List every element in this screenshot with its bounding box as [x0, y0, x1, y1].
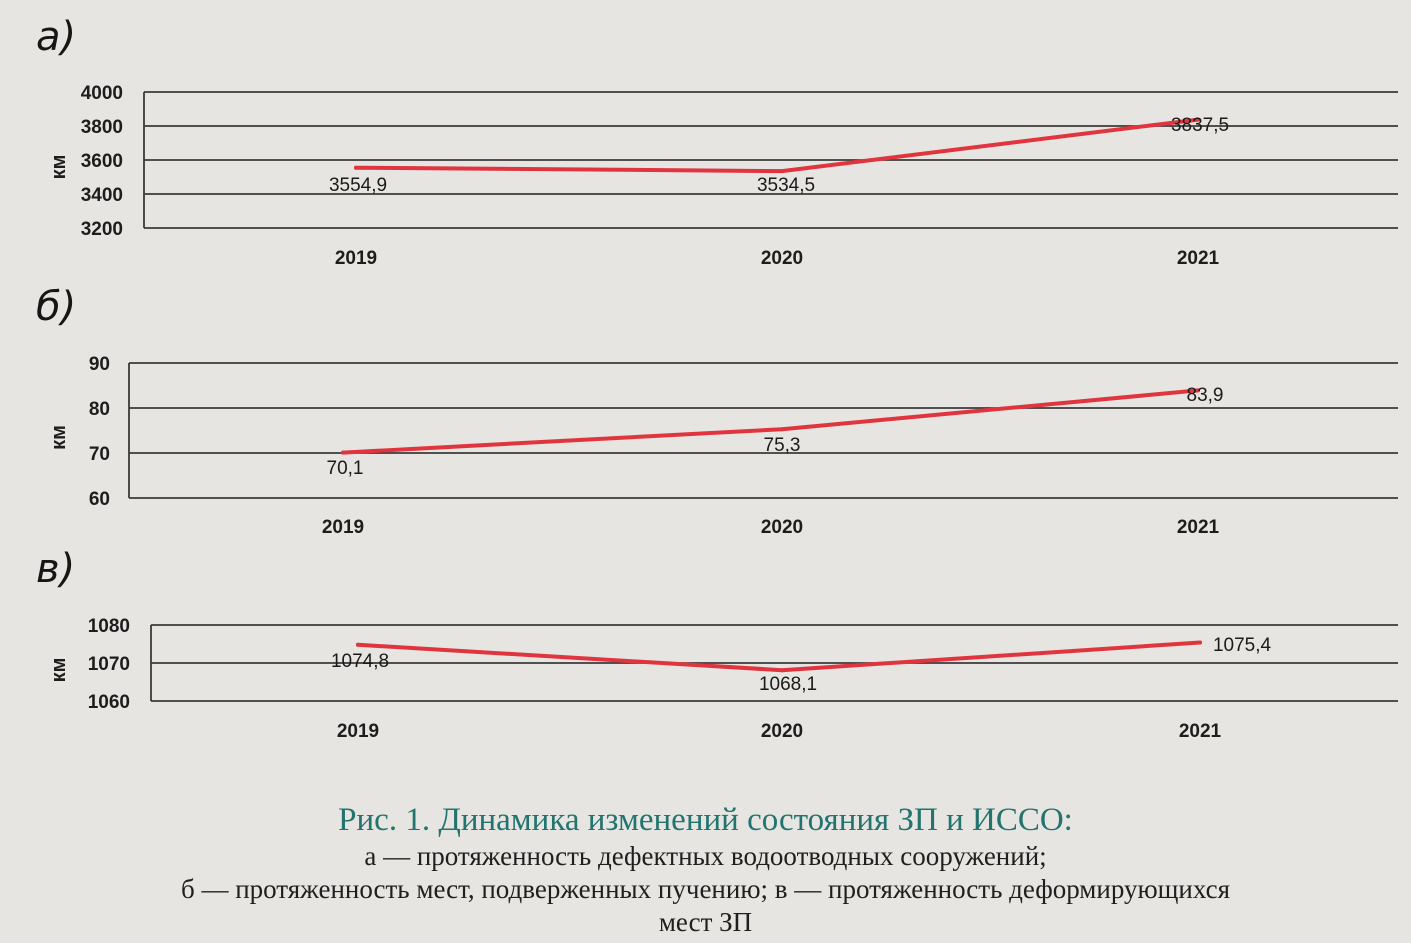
- data-point: [780, 668, 784, 673]
- panel-letter: б): [36, 284, 76, 330]
- x-tick-label: 2021: [1179, 721, 1222, 742]
- data-label: 83,9: [1187, 385, 1224, 406]
- panel-letter: в): [36, 546, 75, 592]
- data-point: [1198, 640, 1202, 645]
- x-tick-label: 2021: [1177, 517, 1220, 538]
- caption-line-a: а — протяженность дефектных водоотводных…: [364, 841, 1047, 871]
- chart-panel-1: а) 4000 3800 3600 3400 3200 км 2019 3554,9 2020 35…: [36, 14, 1398, 269]
- data-label: 3534,5: [757, 175, 815, 196]
- y-axis-label: км: [48, 658, 70, 683]
- chart-panel-2: б) 90 80 70 60 км 2019 70,1 2020 75,3 2021 83,9: [36, 284, 1398, 538]
- y-tick-label: 3200: [81, 219, 123, 240]
- y-tick-label: 3400: [81, 185, 123, 206]
- data-point: [341, 450, 345, 455]
- y-tick-label: 1060: [88, 692, 130, 713]
- panel-letter: а): [36, 14, 76, 60]
- data-label: 3554,9: [329, 175, 387, 196]
- data-label: 1074,8: [331, 651, 389, 672]
- caption-line-b-c: б — протяженность мест, подверженных пуч…: [180, 874, 1231, 904]
- y-tick-label: 90: [89, 354, 110, 375]
- series-line: [356, 640, 1202, 673]
- data-label: 1075,4: [1213, 635, 1272, 656]
- data-label: 1068,1: [759, 674, 817, 695]
- data-point: [780, 169, 784, 174]
- y-tick-label: 3600: [81, 151, 123, 172]
- data-point: [1196, 117, 1200, 122]
- y-tick-label: 4000: [81, 83, 123, 104]
- series-line: [354, 117, 1200, 174]
- data-point: [354, 165, 358, 170]
- data-label: 3837,5: [1171, 115, 1229, 136]
- data-label: 75,3: [764, 435, 801, 456]
- x-tick-label: 2019: [322, 517, 364, 538]
- x-tick-label: 2020: [761, 517, 803, 538]
- x-tick-label: 2020: [761, 721, 803, 742]
- x-tick-label: 2019: [337, 721, 379, 742]
- y-axis-label: км: [48, 155, 70, 180]
- y-tick-label: 1070: [88, 654, 130, 675]
- y-tick-label: 80: [89, 399, 110, 420]
- data-label: 70,1: [327, 458, 364, 479]
- x-tick-label: 2019: [335, 248, 377, 269]
- y-tick-label: 3800: [81, 117, 123, 138]
- figure-caption: Рис. 1. Динамика изменений состояния ЗП …: [30, 800, 1381, 939]
- caption-title: Рис. 1. Динамика изменений состояния ЗП …: [338, 802, 1073, 838]
- data-point: [356, 642, 360, 647]
- y-tick-label: 60: [89, 489, 110, 510]
- y-tick-label: 1080: [88, 616, 130, 637]
- y-tick-label: 70: [89, 444, 110, 465]
- data-point: [1196, 388, 1200, 393]
- caption-line-end: мест ЗП: [658, 907, 753, 937]
- x-tick-label: 2021: [1177, 248, 1220, 269]
- chart-panel-3: в) 1080 1070 1060 км 2019 1074,8 2020 1068,1 2021…: [36, 546, 1398, 742]
- y-axis-label: км: [48, 425, 70, 450]
- data-point: [780, 427, 784, 432]
- x-tick-label: 2020: [761, 248, 803, 269]
